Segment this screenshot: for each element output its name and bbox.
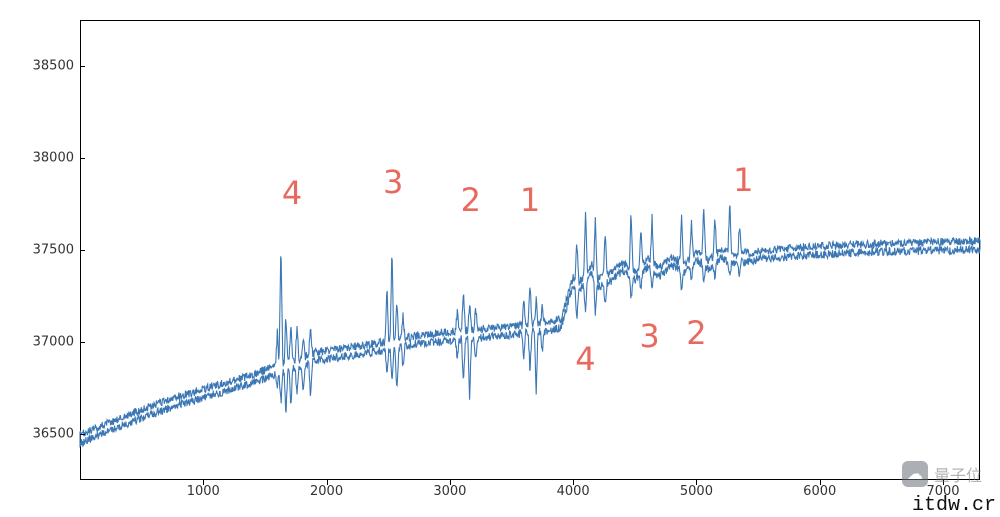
x-tick-label: 3000 — [433, 480, 466, 499]
y-tick-label: 37500 — [33, 243, 80, 258]
y-tick-label: 36500 — [33, 427, 80, 442]
y-tick-label: 37000 — [33, 335, 80, 350]
watermark-icon: ☁ — [902, 461, 928, 487]
annotation-label: 3 — [383, 163, 403, 201]
x-tick-label: 1000 — [187, 480, 220, 499]
annotation-label: 2 — [686, 314, 706, 352]
x-tick-label: 2000 — [310, 480, 343, 499]
watermark: ☁ 量子位 — [902, 461, 982, 487]
watermark-text: 量子位 — [934, 462, 982, 486]
annotation-label: 4 — [282, 174, 302, 212]
annotation-label: 1 — [733, 161, 753, 199]
x-tick-label: 5000 — [680, 480, 713, 499]
y-tick-label: 38000 — [33, 151, 80, 166]
y-tick — [80, 342, 85, 343]
y-tick — [80, 66, 85, 67]
annotation-label: 1 — [520, 181, 540, 219]
x-tick-label: 6000 — [803, 480, 836, 499]
annotation-label: 4 — [575, 340, 595, 378]
y-tick-label: 38500 — [33, 59, 80, 74]
annotation-label: 2 — [461, 181, 481, 219]
y-tick — [80, 158, 85, 159]
footer-text: itdw.cr — [912, 494, 996, 517]
plot-area: 3650037000375003800038500 10002000300040… — [80, 20, 980, 480]
line-series — [80, 20, 980, 480]
y-tick — [80, 434, 85, 435]
x-tick-label: 4000 — [557, 480, 590, 499]
annotation-label: 3 — [639, 317, 659, 355]
y-tick — [80, 250, 85, 251]
